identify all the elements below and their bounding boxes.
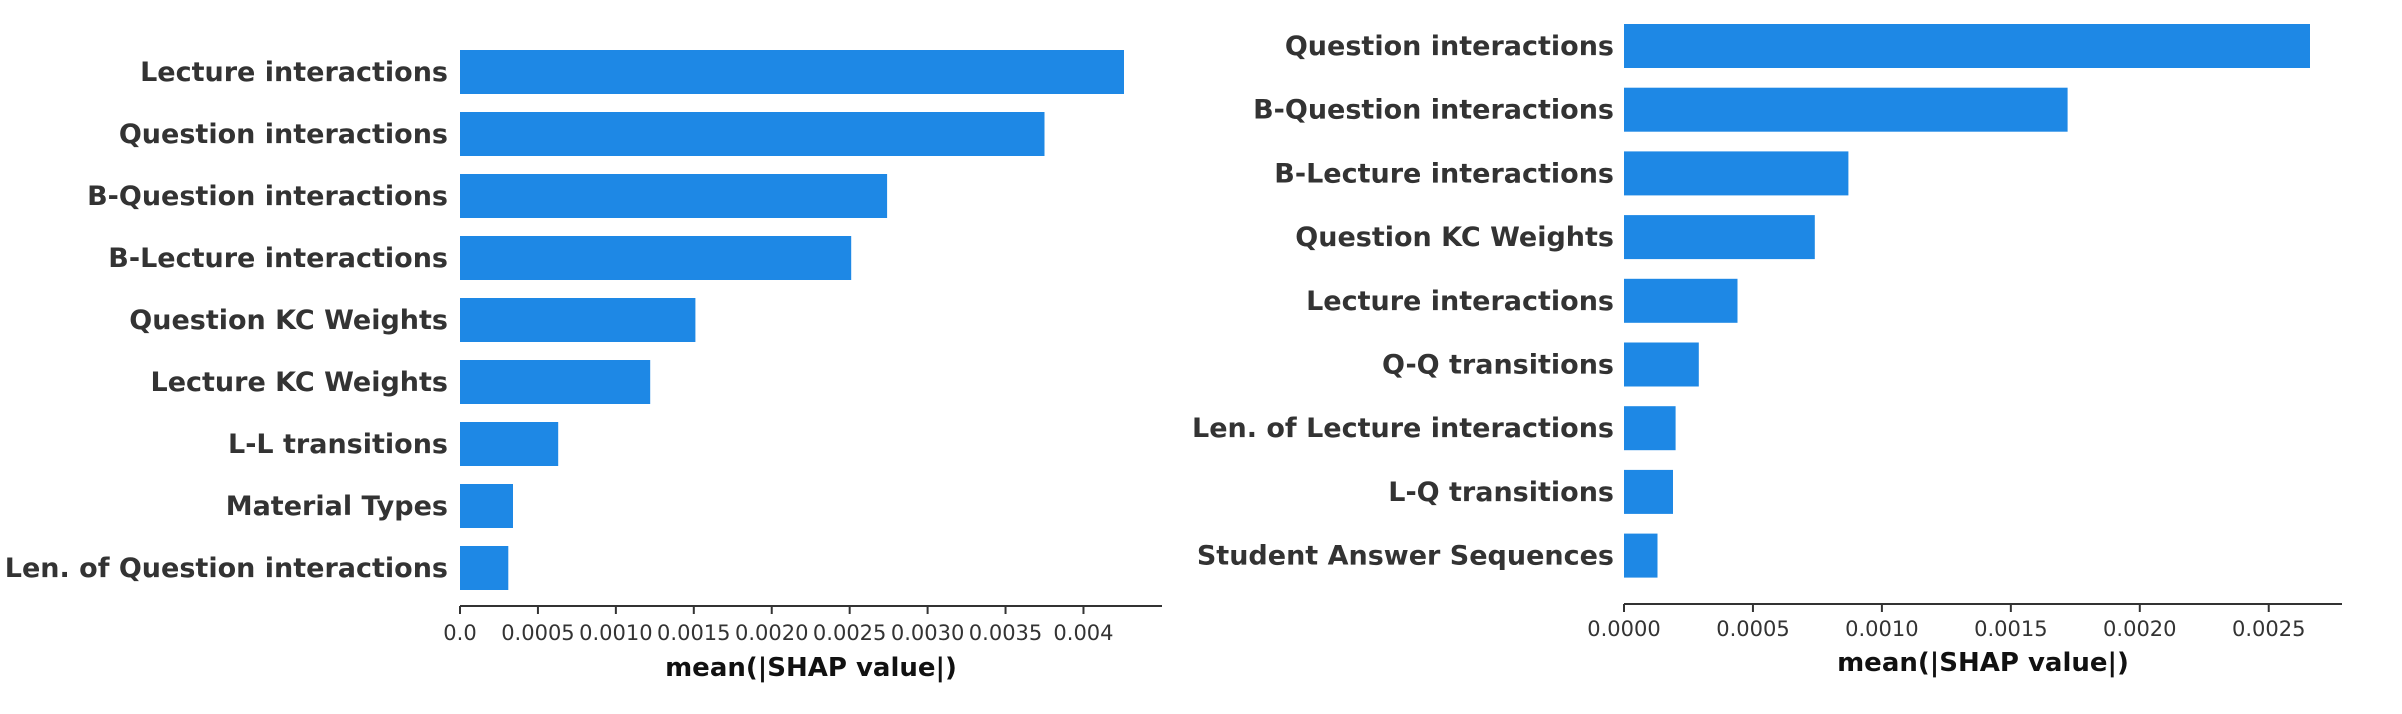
category-label: Len. of Lecture interactions: [1192, 413, 1614, 444]
x-tick-label: 0.0000: [1587, 617, 1660, 641]
category-label: Question interactions: [1285, 31, 1614, 62]
bar-2-3: [1624, 151, 1849, 196]
category-label: Student Answer Sequences: [1197, 541, 1614, 572]
category-label: B-Lecture interactions: [1274, 158, 1614, 189]
category-label: B-Lecture interactions: [108, 243, 448, 274]
x-tick-label: 0.0010: [1845, 617, 1918, 641]
x-tick-label: 0.0025: [2232, 617, 2305, 641]
x-tick-label: 0.0005: [1716, 617, 1789, 641]
x-tick-label: 0.0010: [579, 621, 652, 645]
bar-1-5: [460, 298, 696, 342]
category-label: Lecture KC Weights: [150, 367, 448, 398]
x-axis-label: mean(|SHAP value|): [665, 653, 957, 683]
x-tick-label: 0.0020: [2103, 617, 2176, 641]
bar-1-6: [460, 360, 651, 404]
bar-2-7: [1624, 406, 1676, 451]
bar-2-6: [1624, 342, 1699, 387]
bar-2-1: [1624, 24, 2310, 68]
category-label: Lecture interactions: [140, 57, 448, 88]
category-label: Len. of Question interactions: [5, 553, 448, 584]
category-label: B-Question interactions: [1253, 95, 1614, 126]
x-tick-label: 0.0015: [1974, 617, 2047, 641]
category-label: Material Types: [226, 491, 448, 522]
category-label: Lecture interactions: [1306, 286, 1614, 317]
bar-1-7: [460, 422, 559, 466]
bar-2-9: [1624, 533, 1658, 578]
x-tick-label: 0.0: [443, 621, 476, 645]
x-axis-label: mean(|SHAP value|): [1837, 648, 2129, 678]
category-label: L-L transitions: [228, 429, 448, 460]
bar-1-9: [460, 546, 509, 590]
bar-2-2: [1624, 87, 2068, 132]
x-tick-label: 0.0030: [891, 621, 964, 645]
category-label: Question interactions: [119, 119, 448, 150]
category-label: L-Q transitions: [1388, 477, 1614, 508]
x-tick-label: 0.0025: [813, 621, 886, 645]
x-tick-label: 0.0035: [969, 621, 1042, 645]
category-label: Question KC Weights: [1295, 222, 1614, 253]
x-tick-label: 0.004: [1053, 621, 1113, 645]
category-label: Question KC Weights: [129, 305, 448, 336]
bar-2-5: [1624, 278, 1738, 323]
x-tick-label: 0.0005: [501, 621, 574, 645]
bar-1-4: [460, 236, 852, 280]
bar-1-3: [460, 174, 888, 218]
bar-1-1: [460, 50, 1124, 94]
bar-1-8: [460, 484, 513, 528]
category-label: Q-Q transitions: [1382, 350, 1614, 381]
x-tick-label: 0.0020: [735, 621, 808, 645]
category-label: B-Question interactions: [87, 181, 448, 212]
x-tick-label: 0.0015: [657, 621, 730, 645]
bar-2-8: [1624, 469, 1673, 514]
bar-1-2: [460, 112, 1045, 156]
bar-2-4: [1624, 215, 1815, 260]
